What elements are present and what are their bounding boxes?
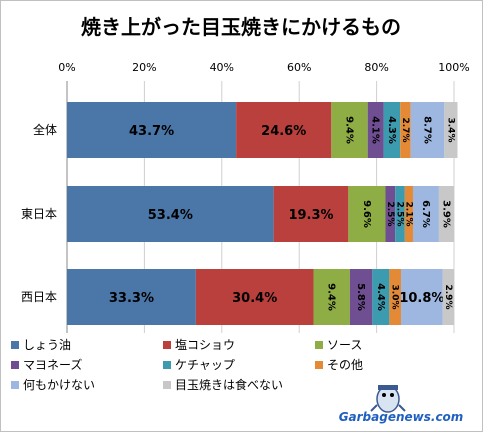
data-label: 43.7%	[129, 124, 174, 139]
legend-swatch	[315, 341, 323, 349]
data-label: 4.4%	[375, 283, 386, 311]
data-label: 5.8%	[355, 283, 366, 311]
bar-segment	[404, 186, 413, 242]
x-tick-label: 100%	[438, 61, 469, 74]
bar-segment	[195, 269, 314, 325]
data-label: 6.7%	[420, 200, 431, 228]
category-label: 東日本	[21, 207, 57, 221]
data-label: 30.4%	[232, 291, 277, 306]
bar-segment	[236, 102, 332, 158]
x-tick-label: 20%	[132, 61, 156, 74]
bar-segment	[67, 186, 274, 242]
legend-label: ソース	[327, 338, 362, 352]
legend-label: マヨネーズ	[23, 357, 82, 372]
bar-segment	[348, 186, 386, 242]
bar-segment	[67, 102, 237, 158]
legend-label: 塩コショウ	[175, 337, 235, 352]
data-label: 2.9%	[443, 285, 453, 310]
legend-swatch	[163, 381, 171, 389]
legend-label: しょう油	[23, 338, 71, 352]
x-tick-label: 80%	[364, 61, 388, 74]
bar-segment	[383, 102, 401, 158]
data-label: 9.4%	[344, 116, 355, 144]
data-label: 2.1%	[403, 202, 413, 227]
watermark-text: Garbagenews.com	[339, 410, 464, 424]
legend-label: 何もかけない	[23, 378, 95, 392]
legend-swatch	[11, 381, 19, 389]
data-label: 8.7%	[421, 116, 432, 144]
bar-segment	[385, 186, 396, 242]
legend-swatch	[11, 341, 19, 349]
legend-swatch	[163, 361, 171, 369]
bar-segment	[67, 269, 196, 325]
bar-segment	[331, 102, 368, 158]
legend-swatch	[315, 361, 323, 369]
bar-segment	[389, 269, 401, 325]
bar-segment	[400, 269, 443, 325]
bar-segment	[273, 186, 349, 242]
x-tick-label: 40%	[210, 61, 234, 74]
legend-label: 目玉焼きは食べない	[175, 377, 283, 392]
category-label: 全体	[33, 122, 57, 137]
data-label: 10.8%	[399, 291, 444, 306]
x-tick-label: 0%	[58, 61, 75, 74]
category-label: 西日本	[21, 290, 57, 304]
data-label: 33.3%	[109, 291, 154, 306]
bar-segment	[367, 102, 384, 158]
bar-segment	[400, 102, 411, 158]
bar-segment	[444, 102, 458, 158]
data-label: 3.0%	[390, 285, 400, 310]
bar-segment	[412, 186, 439, 242]
data-label: 19.3%	[288, 208, 333, 223]
bar-segment	[349, 269, 373, 325]
legend-label: その他	[327, 358, 363, 372]
bar-segment	[395, 186, 405, 242]
bar-segment	[438, 186, 454, 242]
bar-segment	[410, 102, 445, 158]
legend-swatch	[11, 361, 19, 369]
data-label: 3.4%	[445, 118, 455, 143]
legend-swatch	[163, 341, 171, 349]
bar-segment	[442, 269, 454, 325]
data-label: 24.6%	[261, 124, 306, 139]
legend-label: ケチャップ	[175, 358, 235, 372]
bar-segment	[372, 269, 390, 325]
data-label: 2.5%	[395, 202, 405, 227]
data-label: 4.1%	[370, 116, 381, 144]
data-label: 4.3%	[386, 116, 397, 144]
data-label: 2.5%	[385, 202, 395, 227]
data-label: 9.4%	[326, 283, 337, 311]
chart-title: 焼き上がった目玉焼きにかけるもの	[81, 15, 401, 39]
bar-segment	[313, 269, 350, 325]
data-label: 2.7%	[400, 118, 410, 143]
x-tick-label: 60%	[287, 61, 311, 74]
mascot-icon	[370, 385, 406, 413]
data-label: 9.6%	[361, 200, 372, 228]
data-label: 3.9%	[440, 200, 451, 228]
data-label: 53.4%	[148, 208, 193, 223]
